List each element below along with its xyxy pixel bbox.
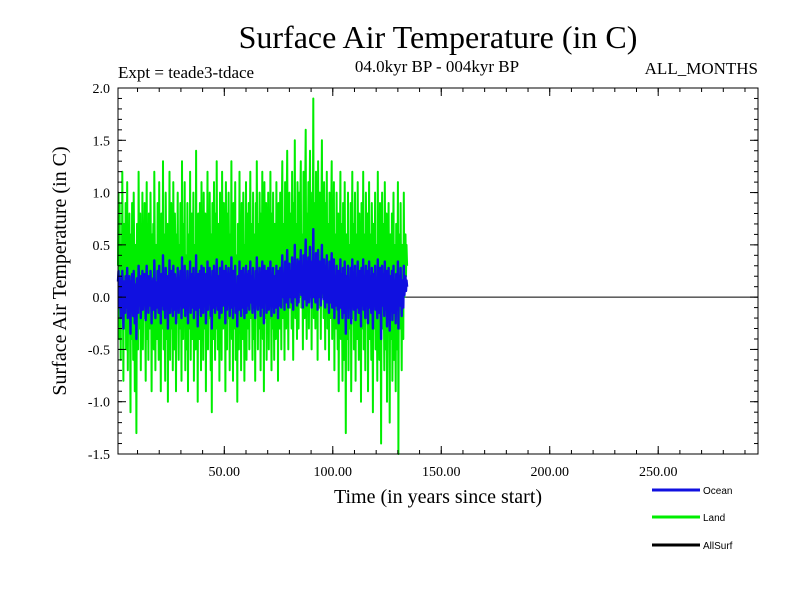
axis-ticks-group: -1.5 -1.0 -0.5 0.0 0.5 1.0 1.5 2.0 50.00 100.00 15… [88,82,758,480]
y-tick-label: 1.0 [93,187,111,202]
x-tick-label: 100.00 [314,465,353,480]
x-tick-label: 150.00 [422,465,461,480]
series-line-land [117,97,409,455]
y-tick-label: -0.5 [88,343,110,358]
x-tick-label: 250.00 [639,465,678,480]
legend-allsurf-label: AllSurf [703,541,733,552]
legend: Ocean Land AllSurf [652,486,733,552]
y-tick-label: 0.0 [93,291,111,306]
y-tick-label: 0.5 [93,239,111,254]
series-line-ocean [116,227,409,341]
x-tick-label: 50.00 [209,465,241,480]
x-tick-label: 200.00 [530,465,569,480]
y-tick-label: 1.5 [93,134,111,149]
chart-title: Surface Air Temperature (in C) [239,19,638,55]
y-tick-label: -1.0 [88,396,110,411]
legend-land-label: Land [703,513,725,524]
plot-series-group [116,97,758,455]
period-label: 04.0kyr BP - 004kyr BP [355,57,519,76]
y-tick-label: 2.0 [93,82,111,97]
y-axis-label: Surface Air Temperature (in C) [49,146,71,395]
experiment-label: Expt = teade3-tdace [118,63,254,82]
legend-ocean-label: Ocean [703,486,732,497]
x-axis-label: Time (in years since start) [334,486,542,508]
months-label: ALL_MONTHS [645,59,758,78]
plot-frame [117,87,759,455]
y-tick-label: -1.5 [88,448,110,463]
